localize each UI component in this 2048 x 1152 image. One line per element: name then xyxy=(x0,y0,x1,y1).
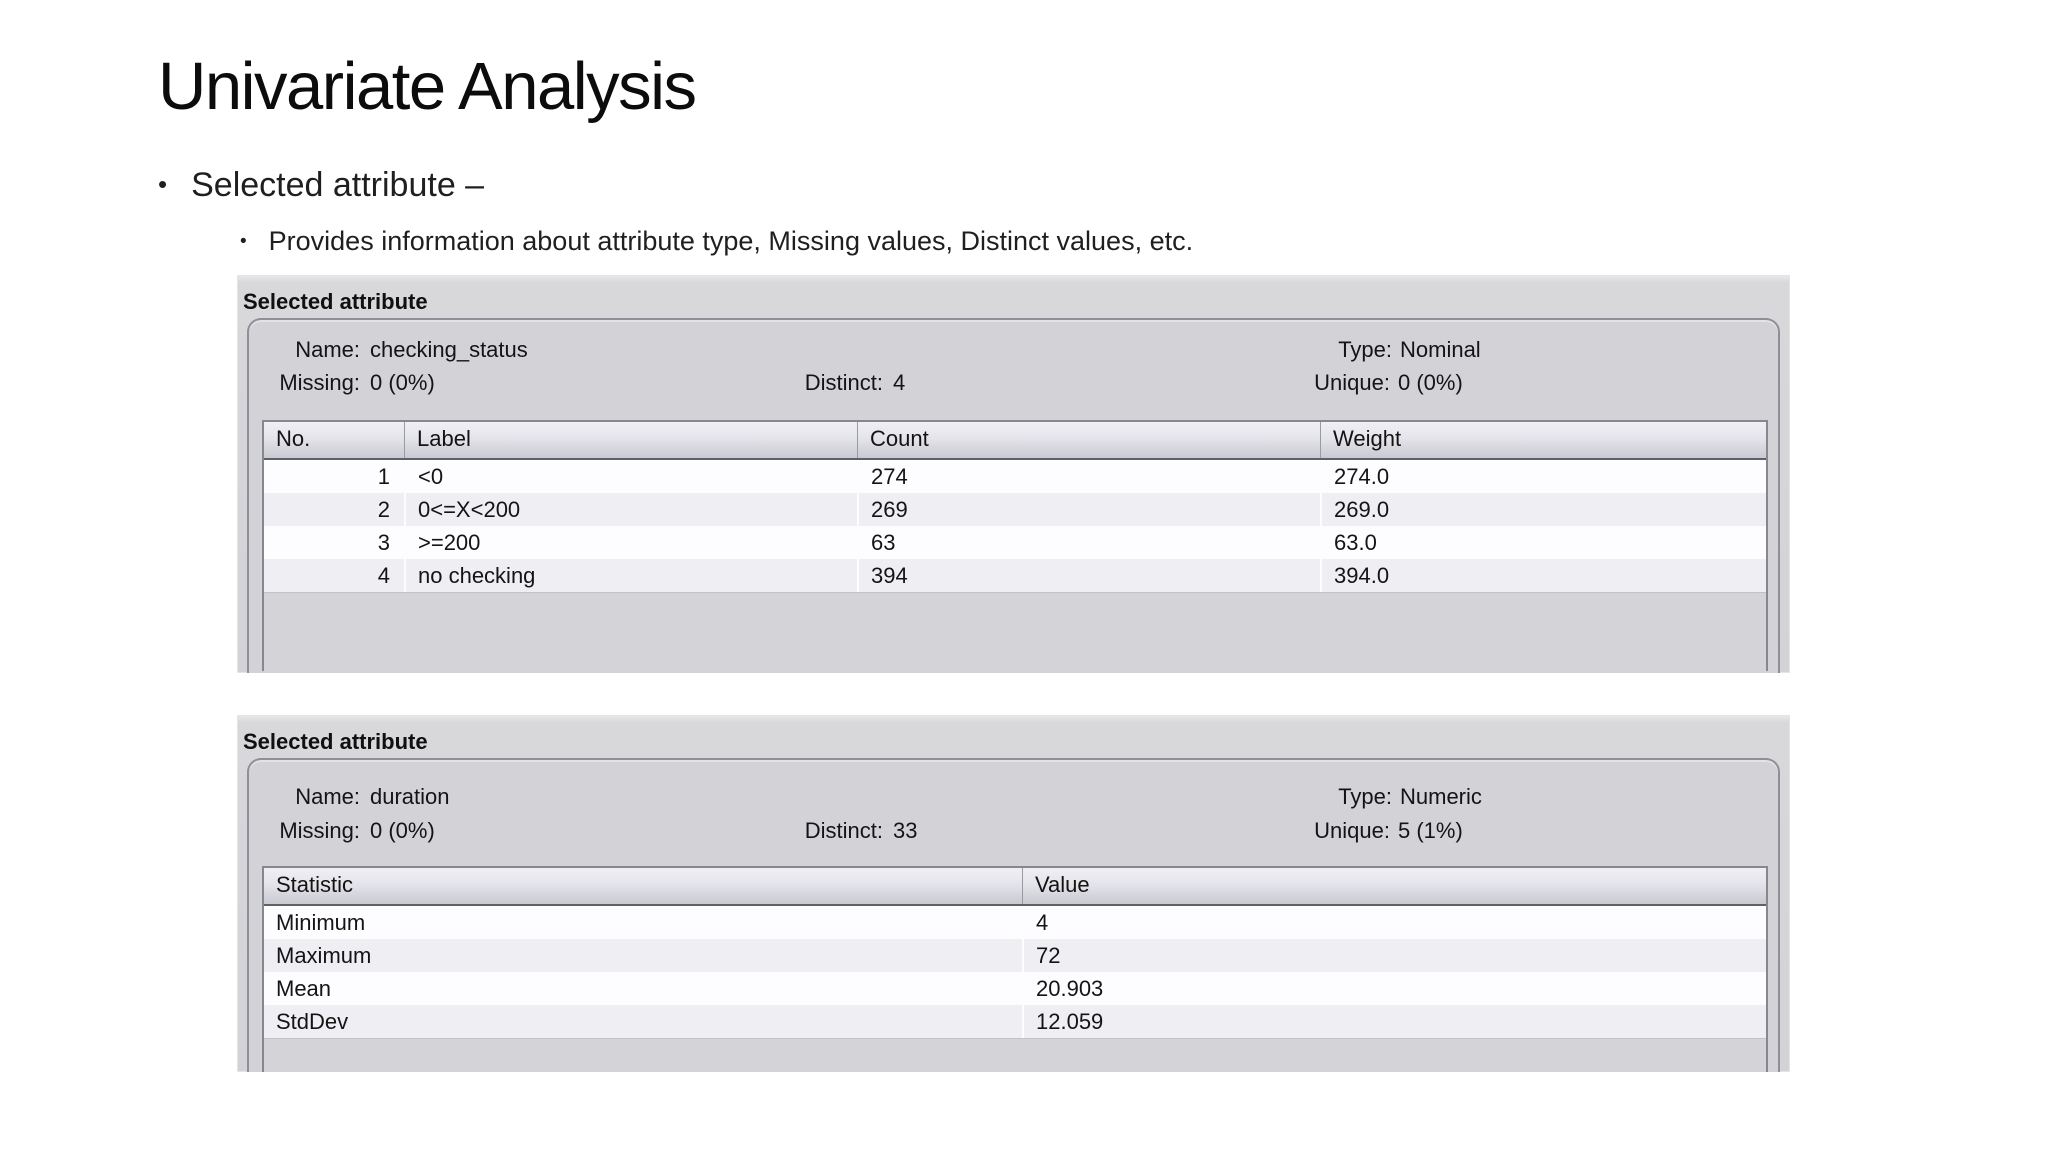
cell-weight: 63.0 xyxy=(1320,526,1766,559)
missing-label: Missing: xyxy=(279,370,360,395)
table-row: 2 0<=X<200 269 269.0 xyxy=(264,493,1766,526)
table-row: Minimum 4 xyxy=(264,906,1766,939)
type-label: Type: xyxy=(1338,337,1392,362)
cell-no: 4 xyxy=(264,559,404,592)
type-label: Type: xyxy=(1338,784,1392,809)
unique-label: Unique: xyxy=(1314,818,1390,843)
name-value: duration xyxy=(370,784,450,809)
cell-count: 63 xyxy=(857,526,1320,559)
distinct-value: 4 xyxy=(893,370,906,395)
distinct-value: 33 xyxy=(893,818,918,843)
column-header-value: Value xyxy=(1022,868,1766,904)
table-row: StdDev 12.059 xyxy=(264,1005,1766,1038)
cell-value: 20.903 xyxy=(1022,972,1766,1005)
unique-value: 0 (0%) xyxy=(1398,370,1463,395)
cell-count: 394 xyxy=(857,559,1320,592)
table-header-row: No. Label Count Weight xyxy=(264,422,1766,460)
cell-no: 1 xyxy=(264,460,404,493)
cell-no: 2 xyxy=(264,493,404,526)
page-title: Univariate Analysis xyxy=(158,49,697,124)
cell-value: 72 xyxy=(1022,939,1766,972)
missing-label: Missing: xyxy=(279,818,360,843)
cell-no: 3 xyxy=(264,526,404,559)
panel-title: Selected attribute xyxy=(243,289,428,314)
table-row: 3 >=200 63 63.0 xyxy=(264,526,1766,559)
bullet-selected-attribute: • Selected attribute – xyxy=(158,166,484,205)
sub-bullet-description: • Provides information about attribute t… xyxy=(240,226,1193,257)
cell-label: no checking xyxy=(404,559,857,592)
table-empty-area xyxy=(264,592,1766,671)
column-header-statistic: Statistic xyxy=(276,872,354,897)
type-value: Numeric xyxy=(1400,784,1482,809)
column-header-label: Label xyxy=(404,422,857,458)
distinct-label: Distinct: xyxy=(804,818,883,843)
cell-weight: 394.0 xyxy=(1320,559,1766,592)
table-row: Mean 20.903 xyxy=(264,972,1766,1005)
unique-value: 5 (1%) xyxy=(1398,818,1463,843)
cell-count: 269 xyxy=(857,493,1320,526)
table-row: 1 <0 274 274.0 xyxy=(264,460,1766,493)
attribute-statistics-table: Statistic Value Minimum 4 Maximum 72 Mea… xyxy=(262,866,1768,1072)
cell-count: 274 xyxy=(857,460,1320,493)
type-value: Nominal xyxy=(1400,337,1481,362)
panel-body: Name: duration Type: Numeric Missing: 0 … xyxy=(247,758,1780,1072)
bullet-icon: • xyxy=(158,169,168,199)
table-empty-area xyxy=(264,1038,1766,1072)
table-row: Maximum 72 xyxy=(264,939,1766,972)
table-header-row: Statistic Value xyxy=(264,868,1766,906)
cell-label: >=200 xyxy=(404,526,857,559)
cell-statistic: Minimum xyxy=(264,906,1022,939)
column-header-weight: Weight xyxy=(1320,422,1766,458)
column-header-count: Count xyxy=(857,422,1320,458)
selected-attribute-panel-nominal: Selected attribute Name: checking_status… xyxy=(237,275,1790,673)
panel-body: Name: checking_status Type: Nominal Miss… xyxy=(247,318,1780,673)
selected-attribute-panel-numeric: Selected attribute Name: duration Type: … xyxy=(237,715,1790,1072)
cell-value: 12.059 xyxy=(1022,1005,1766,1038)
cell-weight: 269.0 xyxy=(1320,493,1766,526)
cell-statistic: StdDev xyxy=(264,1005,1022,1038)
cell-label: 0<=X<200 xyxy=(404,493,857,526)
cell-weight: 274.0 xyxy=(1320,460,1766,493)
bullet-icon: • xyxy=(240,231,247,252)
cell-value: 4 xyxy=(1022,906,1766,939)
panel-title: Selected attribute xyxy=(243,729,428,754)
name-label: Name: xyxy=(295,784,360,809)
distinct-label: Distinct: xyxy=(804,370,883,395)
cell-label: <0 xyxy=(404,460,857,493)
attribute-values-table: No. Label Count Weight 1 <0 274 274.0 2 … xyxy=(262,420,1768,671)
column-header-no: No. xyxy=(276,426,311,451)
cell-statistic: Mean xyxy=(264,972,1022,1005)
table-row: 4 no checking 394 394.0 xyxy=(264,559,1766,592)
cell-statistic: Maximum xyxy=(264,939,1022,972)
name-value: checking_status xyxy=(370,337,528,362)
sub-bullet-text: Provides information about attribute typ… xyxy=(268,226,1194,256)
unique-label: Unique: xyxy=(1314,370,1390,395)
missing-value: 0 (0%) xyxy=(370,370,435,395)
name-label: Name: xyxy=(295,337,360,362)
bullet-text: Selected attribute – xyxy=(191,166,485,204)
missing-value: 0 (0%) xyxy=(370,818,435,843)
